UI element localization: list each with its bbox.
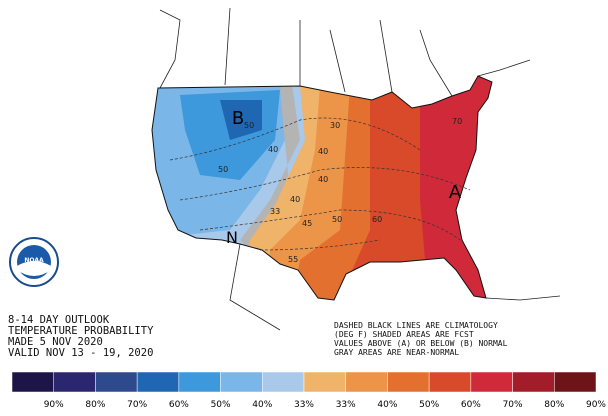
- legend-swatch: [470, 371, 513, 393]
- legend-label: 70%: [503, 400, 523, 410]
- legend-label: 60%: [461, 400, 481, 410]
- background-lines: [159, 7, 561, 331]
- legend-swatch: [11, 371, 54, 393]
- legend-swatch: [387, 371, 430, 393]
- legend-label: 40%: [252, 400, 272, 410]
- legend-label: 33%: [294, 400, 314, 410]
- legend-swatch: [303, 371, 346, 393]
- legend-label: 90%: [44, 400, 64, 410]
- contour-label: 50: [244, 121, 254, 130]
- header-line: VALID NOV 13 - 19, 2020: [8, 347, 153, 359]
- legend-swatch: [554, 371, 597, 393]
- note-line: GRAY AREAS ARE NEAR-NORMAL: [334, 348, 459, 357]
- near-label: N: [226, 228, 238, 247]
- contour-label: 40: [268, 145, 278, 154]
- legend-swatch: [178, 371, 221, 393]
- legend-label: 60%: [169, 400, 189, 410]
- legend-label: 50%: [211, 400, 231, 410]
- legend-swatch: [220, 371, 263, 393]
- climatology-lines: [169, 117, 471, 251]
- above-label: A: [449, 182, 462, 203]
- legend-swatch: [428, 371, 472, 393]
- contour-label: 55: [288, 255, 298, 264]
- legend-label: 40%: [377, 400, 397, 410]
- note-line: DASHED BLACK LINES ARE CLIMATOLOGY: [334, 321, 498, 330]
- forecast-shading: [152, 76, 492, 300]
- legend-label: 90%: [586, 400, 606, 410]
- contour-label: 70: [452, 117, 462, 126]
- legend-swatch: [95, 371, 138, 393]
- legend-swatch: [136, 371, 180, 393]
- header-line: TEMPERATURE PROBABILITY: [8, 325, 154, 337]
- contour-label: 45: [302, 219, 312, 228]
- below-label: B: [232, 108, 244, 129]
- contour-label: 30: [330, 121, 340, 130]
- contour-label: 40: [318, 175, 328, 184]
- contour-label: 40: [318, 147, 328, 156]
- legend-label: 33%: [336, 400, 356, 410]
- us-outline: [151, 75, 493, 301]
- legend-swatch: [262, 371, 305, 393]
- logo-text: NOAA: [24, 257, 44, 264]
- legend-swatch: [512, 371, 555, 393]
- legend-swatch: [53, 371, 96, 393]
- note-line: VALUES ABOVE (A) OR BELOW (B) NORMAL: [334, 339, 508, 348]
- header-line: MADE 5 NOV 2020: [8, 336, 103, 348]
- note-line: (DEG F) SHADED AREAS ARE FCST: [334, 330, 474, 339]
- legend-label: 50%: [419, 400, 439, 410]
- noaa-logo: NOAA: [9, 237, 59, 287]
- contour-label: 40: [290, 195, 300, 204]
- legend-label: 80%: [544, 400, 564, 410]
- legend-label: 70%: [127, 400, 147, 410]
- legend-label: 80%: [85, 400, 105, 410]
- legend-swatch: [345, 371, 388, 393]
- contour-label: 60: [372, 215, 382, 224]
- contour-label: 50: [218, 165, 228, 174]
- contour-label: 50: [332, 215, 342, 224]
- contour-label: 33: [270, 207, 280, 216]
- header-line: 8-14 DAY OUTLOOK: [8, 314, 110, 326]
